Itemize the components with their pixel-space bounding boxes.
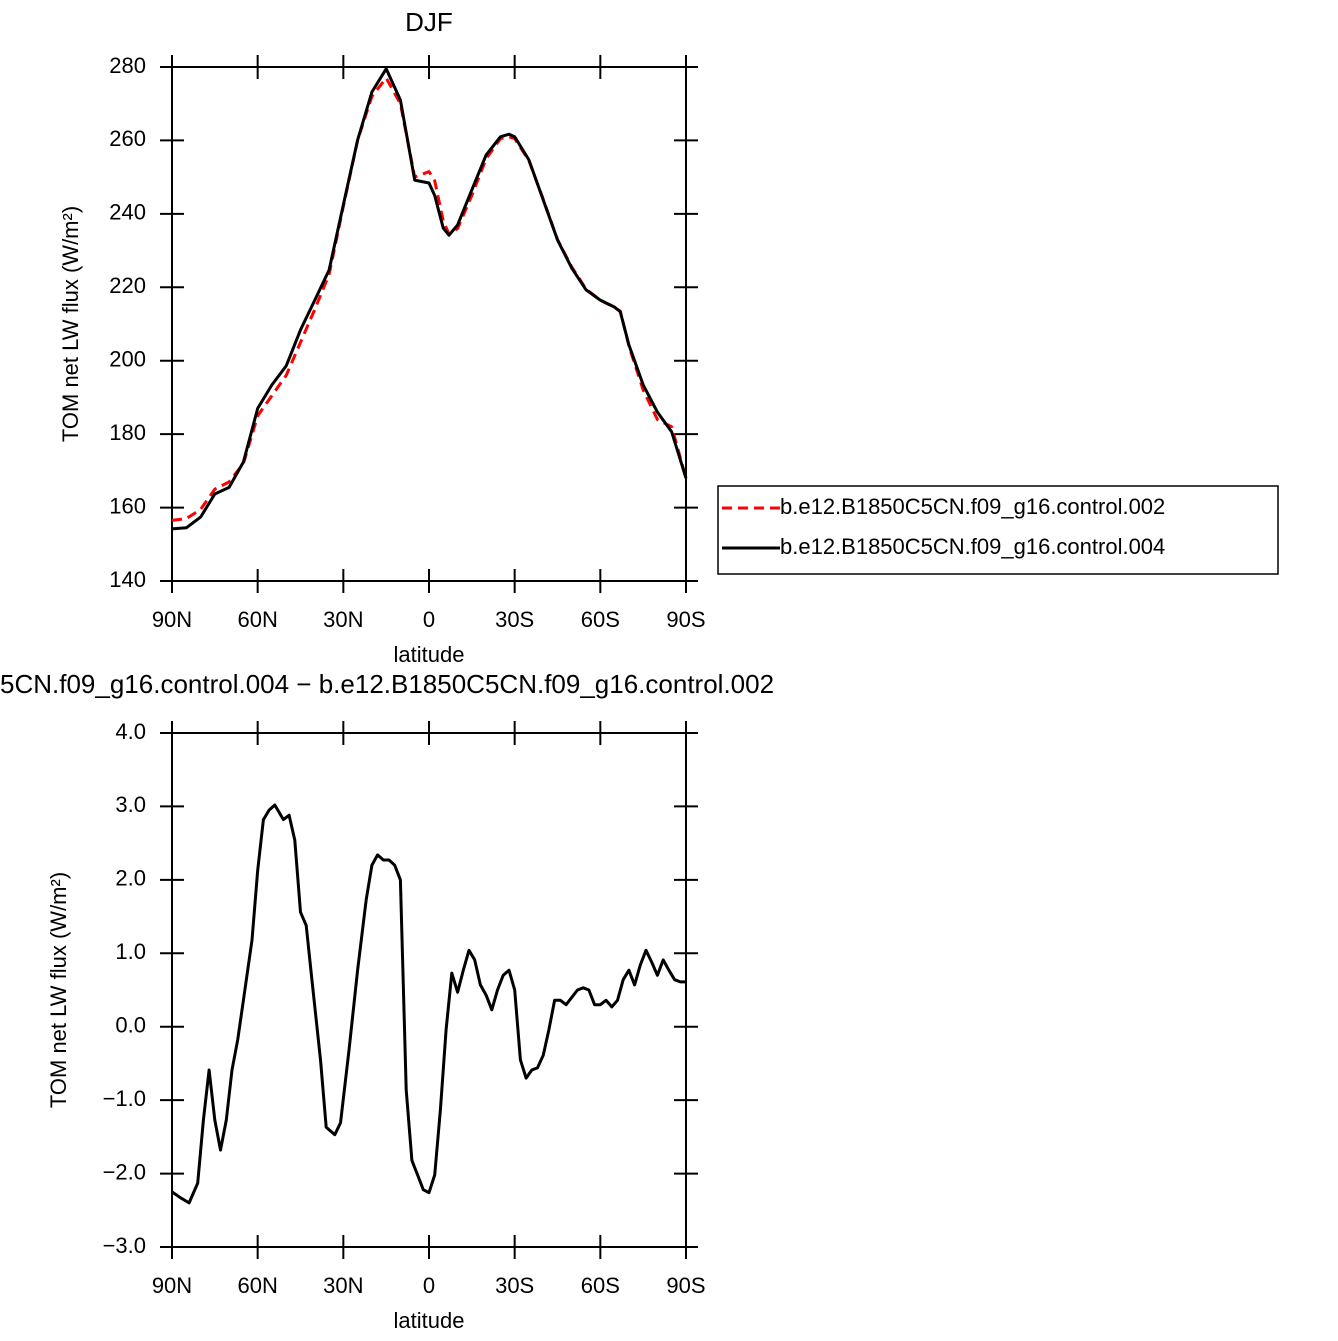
chart-title: DJF [405,7,453,37]
x-tick-label: 60N [237,1273,277,1298]
y-tick-label: 240 [109,200,146,225]
y-tick-label: 220 [109,273,146,298]
y-tick-label: 200 [109,347,146,372]
legend-label: b.e12.B1850C5CN.f09_g16.control.002 [780,494,1165,519]
y-tick-label: 2.0 [115,866,146,891]
x-axis-label: latitude [394,1308,465,1333]
x-tick-label: 60S [581,1273,620,1298]
plot-frame [171,732,687,1248]
y-tick-label: −3.0 [103,1233,146,1258]
x-tick-label: 0 [423,607,435,632]
y-axis-label: TOM net LW flux (W/m²) [58,206,83,442]
y-tick-label: 280 [109,53,146,78]
x-tick-label: 60S [581,607,620,632]
x-tick-label: 90N [152,1273,192,1298]
y-tick-label: −1.0 [103,1086,146,1111]
y-tick-label: 140 [109,567,146,592]
x-tick-label: 30N [323,1273,363,1298]
plot-frame [171,66,687,582]
y-tick-label: 260 [109,126,146,151]
x-tick-label: 90S [666,1273,705,1298]
y-tick-label: 160 [109,493,146,518]
x-tick-label: 0 [423,1273,435,1298]
legend-box [717,485,1279,575]
y-tick-label: 3.0 [115,792,146,817]
x-tick-label: 60N [237,607,277,632]
legend-label: b.e12.B1850C5CN.f09_g16.control.004 [780,534,1165,559]
y-tick-label: 4.0 [115,719,146,744]
y-tick-label: −2.0 [103,1159,146,1184]
x-tick-label: 30S [495,1273,534,1298]
x-tick-label: 90S [666,607,705,632]
x-tick-label: 30S [495,607,534,632]
data-line [171,803,686,1205]
x-tick-label: 30N [323,607,363,632]
x-axis-label: latitude [394,642,465,667]
data-line [171,76,688,522]
y-tick-label: 0.0 [115,1013,146,1038]
y-tick-label: 180 [109,420,146,445]
y-axis-label: TOM net LW flux (W/m²) [46,872,71,1108]
data-line [171,67,688,531]
chart-title: 5CN.f09_g16.control.004 − b.e12.B1850C5C… [0,669,774,699]
y-tick-label: 1.0 [115,939,146,964]
x-tick-label: 90N [152,607,192,632]
